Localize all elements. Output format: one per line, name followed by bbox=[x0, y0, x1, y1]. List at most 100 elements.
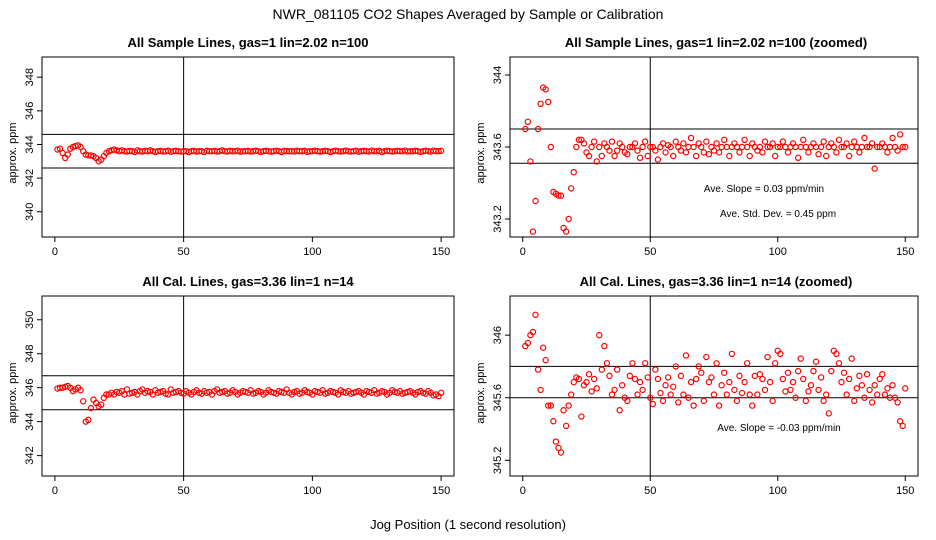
data-point bbox=[624, 397, 631, 405]
data-point bbox=[726, 378, 733, 386]
data-point bbox=[700, 397, 708, 405]
data-point bbox=[810, 367, 817, 375]
data-point bbox=[830, 143, 838, 151]
panel-title: All Cal. Lines, gas=3.36 lin=1 n=14 bbox=[142, 274, 354, 289]
data-point bbox=[754, 391, 761, 398]
data-point bbox=[746, 152, 753, 160]
data-point bbox=[685, 394, 692, 401]
y-tick-label: 348 bbox=[24, 345, 36, 363]
data-point bbox=[529, 228, 537, 235]
x-tick-label: 50 bbox=[644, 485, 656, 497]
x-tick-label: 50 bbox=[178, 246, 190, 258]
x-tick-label: 0 bbox=[52, 246, 58, 258]
data-point bbox=[606, 147, 613, 154]
data-point bbox=[708, 374, 715, 381]
data-point bbox=[866, 386, 873, 394]
panel-title: All Sample Lines, gas=1 lin=2.02 n=100 (… bbox=[565, 35, 867, 50]
data-point bbox=[802, 397, 810, 405]
data-point bbox=[555, 444, 562, 452]
data-point bbox=[889, 134, 896, 142]
data-point bbox=[626, 372, 634, 380]
data-point bbox=[812, 358, 820, 365]
x-tick-label: 150 bbox=[432, 246, 450, 258]
data-point bbox=[85, 416, 92, 424]
data-point bbox=[792, 394, 799, 401]
data-point bbox=[800, 375, 807, 383]
data-point bbox=[743, 360, 751, 367]
data-point bbox=[690, 143, 697, 151]
data-point bbox=[557, 449, 565, 456]
slope-annotation: Ave. Slope = 0.03 ppm/min bbox=[704, 184, 824, 195]
data-point bbox=[817, 143, 825, 151]
data-point bbox=[534, 366, 542, 373]
y-tick-label: 342 bbox=[24, 446, 36, 464]
data-point bbox=[738, 389, 746, 397]
data-point bbox=[636, 378, 644, 386]
data-point bbox=[619, 143, 626, 151]
data-point bbox=[700, 149, 708, 156]
data-point bbox=[736, 372, 743, 380]
data-point bbox=[672, 138, 679, 145]
y-axis-label: approx. ppm bbox=[475, 122, 487, 183]
data-point bbox=[861, 394, 868, 401]
data-point bbox=[843, 391, 850, 398]
data-point bbox=[596, 331, 603, 339]
data-point bbox=[542, 86, 549, 93]
data-point bbox=[772, 360, 779, 367]
x-tick-label: 100 bbox=[769, 246, 787, 258]
data-point bbox=[534, 125, 542, 133]
x-tick-label: 50 bbox=[644, 246, 656, 258]
data-point bbox=[784, 149, 792, 156]
data-point bbox=[833, 149, 840, 156]
y-tick-label: 348 bbox=[24, 68, 36, 86]
x-tick-label: 100 bbox=[769, 485, 787, 497]
data-point bbox=[59, 149, 66, 157]
data-point bbox=[532, 197, 539, 205]
data-point bbox=[608, 391, 616, 398]
data-point bbox=[881, 391, 889, 398]
data-point bbox=[835, 136, 843, 143]
panel-cal-lines-zoomed: All Cal. Lines, gas=3.36 lin=1 n=14 (zoo… bbox=[475, 274, 919, 497]
data-point bbox=[797, 143, 804, 151]
x-tick-label: 0 bbox=[52, 485, 58, 497]
data-point bbox=[703, 353, 710, 361]
data-point bbox=[667, 143, 674, 151]
data-point bbox=[670, 383, 677, 390]
data-point bbox=[657, 389, 664, 397]
data-point bbox=[861, 134, 868, 142]
data-point bbox=[782, 143, 789, 151]
data-point bbox=[641, 360, 649, 367]
data-point bbox=[634, 391, 641, 398]
data-point bbox=[601, 342, 608, 350]
panel-sample-lines: All Sample Lines, gas=1 lin=2.02 n=100 a… bbox=[7, 35, 455, 258]
data-point bbox=[675, 399, 682, 406]
data-point bbox=[680, 140, 687, 147]
x-axis-label: Jog Position (1 second resolution) bbox=[370, 517, 566, 532]
data-point bbox=[845, 152, 853, 160]
data-point bbox=[682, 352, 690, 359]
data-point bbox=[593, 158, 600, 165]
y-tick-label: 340 bbox=[24, 203, 36, 221]
data-point bbox=[899, 143, 906, 151]
data-point bbox=[761, 138, 769, 145]
data-point bbox=[606, 372, 613, 380]
y-tick-label: 346 bbox=[24, 379, 36, 397]
data-point bbox=[772, 152, 779, 160]
data-point bbox=[654, 156, 662, 163]
data-point bbox=[659, 397, 667, 405]
data-point bbox=[889, 382, 896, 389]
data-point bbox=[833, 350, 840, 358]
x-tick-label: 50 bbox=[178, 485, 190, 497]
data-point bbox=[728, 350, 736, 358]
data-point bbox=[522, 125, 529, 133]
data-point bbox=[613, 147, 621, 154]
data-point bbox=[667, 391, 674, 398]
data-point bbox=[820, 138, 827, 145]
data-point bbox=[858, 143, 866, 151]
y-tick-label: 344 bbox=[24, 412, 36, 430]
data-point bbox=[644, 374, 651, 381]
data-point bbox=[896, 418, 904, 425]
data-point bbox=[555, 192, 562, 199]
data-point bbox=[649, 400, 657, 408]
data-point bbox=[596, 143, 603, 151]
